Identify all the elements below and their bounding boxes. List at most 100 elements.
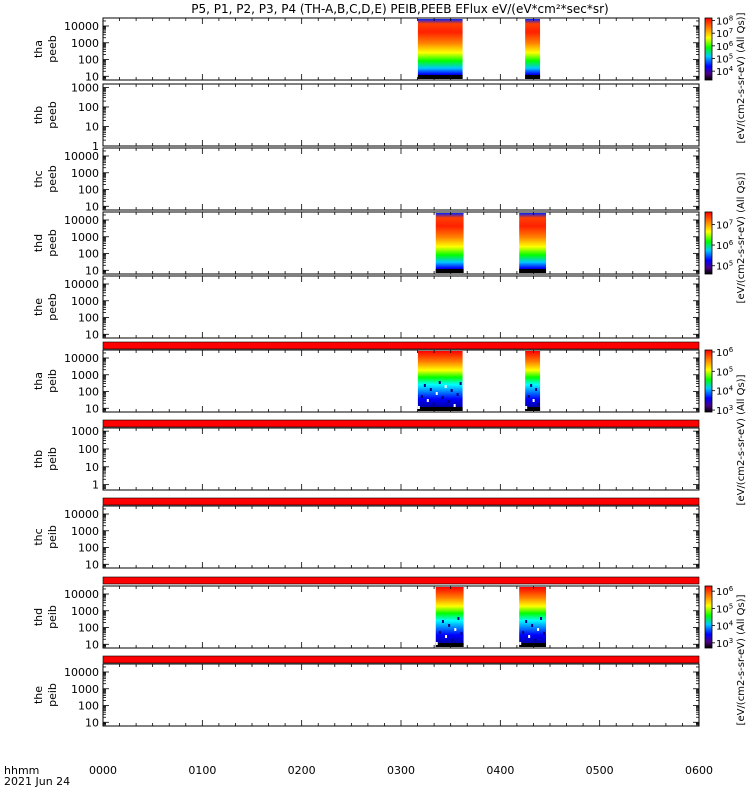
panel-thd-peeb: 10 100 1000 10000 thd peeb xyxy=(32,211,700,277)
panel-thd-peib: 10 100 1000 10000 thd peib xyxy=(32,576,700,651)
time-axis-label: hhmm xyxy=(4,764,39,777)
speckle-tha-peib-0-5 xyxy=(432,403,435,406)
panel-label-product-thd-peib: peib xyxy=(46,605,59,629)
panel-label-probe-thb-peib: thb xyxy=(32,450,45,468)
ytick-label-the-peib-10: 10 xyxy=(85,716,99,729)
low-energy-strip-thd-peeb-0 xyxy=(435,269,464,273)
panel-label-product-thd-peeb: peeb xyxy=(46,229,59,257)
ytick-label-the-peeb-10: 10 xyxy=(85,328,99,341)
ytick-label-the-peib-100: 100 xyxy=(78,700,99,713)
ytick-label-the-peeb-1000: 1000 xyxy=(71,295,99,308)
time-tick-label-0500: 0500 xyxy=(586,764,614,777)
ytick-label-thd-peeb-100: 100 xyxy=(78,248,99,261)
panel-label-probe-thd-peeb: thd xyxy=(32,234,45,252)
time-tick-label-0300: 0300 xyxy=(387,764,415,777)
speckle-tha-peib-0-7 xyxy=(438,381,441,384)
frame-thb-peeb xyxy=(102,83,700,147)
panel-the-peeb: 10 100 1000 10000 the peeb xyxy=(32,275,700,341)
speckle-thd-peib-1-7 xyxy=(540,617,543,620)
panel-tha-peib: 10 100 1000 10000 tha peib xyxy=(32,341,700,415)
speckle-thd-peib-0-6 xyxy=(454,628,457,631)
speckle-thd-peib-1-1 xyxy=(522,631,525,634)
cb-thd-peeb-bar xyxy=(704,211,713,275)
ytick-label-thd-peeb-1000: 1000 xyxy=(71,231,99,244)
speckle-thd-peib-1-4 xyxy=(531,624,534,627)
panel-label-probe-thc-peeb: thc xyxy=(32,170,45,187)
speckle-thd-peib-0-8 xyxy=(460,632,463,635)
ytick-label-the-peeb-10000: 10000 xyxy=(64,278,99,291)
ytick-label-thb-peeb-1: 1 xyxy=(92,140,99,153)
speckle-thd-peib-1-6 xyxy=(537,628,540,631)
frame-tha-peib xyxy=(102,349,700,413)
speckle-thd-peib-1-8 xyxy=(543,632,546,635)
ytick-label-thb-peeb-100: 100 xyxy=(78,101,99,114)
panel-thc-peib: 10 100 1000 10000 thc peib xyxy=(32,497,700,571)
cb-thd-peib-ticklabel-6: 106 xyxy=(716,585,734,598)
speckle-thd-peib-1-2 xyxy=(525,620,528,623)
cb-thd-peib-ticklabel-4: 104 xyxy=(716,620,734,633)
data-block-thd-peeb-0 xyxy=(435,213,464,273)
ytick-label-thd-peeb-10: 10 xyxy=(85,264,99,277)
speckle-thd-peib-1-3 xyxy=(528,635,531,638)
fill-bar-thc-peib xyxy=(102,497,700,506)
speckle-tha-peib-0-0 xyxy=(417,406,420,409)
ytick-label-thb-peeb-1000: 1000 xyxy=(71,81,99,94)
speckle-tha-peib-1-1 xyxy=(527,395,530,398)
cb-tha-peeb-bar xyxy=(704,17,713,81)
frame-thb-peib xyxy=(102,427,700,491)
ytick-label-tha-peib-10000: 10000 xyxy=(64,352,99,365)
speckle-thd-peib-0-2 xyxy=(441,620,444,623)
ytick-label-thd-peib-100: 100 xyxy=(78,622,99,635)
ytick-label-thc-peib-10: 10 xyxy=(85,558,99,571)
cb-tha-peib-ticklabel-3: 103 xyxy=(716,404,733,417)
speckle-thd-peib-0-7 xyxy=(457,617,460,620)
speckle-tha-peib-0-1 xyxy=(420,395,423,398)
speckle-tha-peib-0-11 xyxy=(450,389,453,392)
speckle-tha-peib-1-3 xyxy=(532,399,535,402)
speckle-thd-peib-0-5 xyxy=(451,639,454,642)
ytick-label-the-peib-1000: 1000 xyxy=(71,683,99,696)
panel-label-probe-thd-peib: thd xyxy=(32,608,45,626)
low-energy-strip-tha-peib-1 xyxy=(525,407,541,411)
cb-thd-peib: 103 104 105 106 xyxy=(704,585,734,650)
speckle-tha-peib-0-12 xyxy=(453,404,456,407)
data-block-thd-peeb-1 xyxy=(519,213,547,273)
cb-thd-peib-ticklabel-5: 105 xyxy=(716,602,733,615)
panel-label-product-the-peib: peib xyxy=(46,683,59,707)
speckle-tha-peib-1-0 xyxy=(525,406,528,409)
cbl-2: [eV/(cm2-s-sr-eV) (All Qs)] xyxy=(736,172,747,303)
cb-tha-peib-ticklabel-4: 104 xyxy=(716,385,734,398)
speckle-tha-peib-0-6 xyxy=(435,392,438,395)
ytick-label-thd-peeb-10000: 10000 xyxy=(64,214,99,227)
ytick-label-thc-peeb-10: 10 xyxy=(85,200,99,213)
frame-thc-peib xyxy=(102,505,700,569)
data-block-tha-peeb-1 xyxy=(525,19,541,79)
frame-thd-peeb xyxy=(102,211,700,275)
time-tick-label-0100: 0100 xyxy=(188,764,216,777)
panel-label-product-thb-peeb: peeb xyxy=(46,101,59,129)
time-tick-label-0000: 0000 xyxy=(89,764,117,777)
frame-the-peib xyxy=(102,663,700,727)
time-tick-label-0200: 0200 xyxy=(288,764,316,777)
speckle-tha-peib-0-8 xyxy=(441,396,444,399)
ytick-label-thc-peeb-1000: 1000 xyxy=(71,167,99,180)
time-tick-label-0600: 0600 xyxy=(685,764,713,777)
panel-thb-peib: 1 10 100 1000 thb peib xyxy=(32,419,700,492)
speckle-tha-peib-1-5 xyxy=(537,403,540,406)
fill-bar-tha-peib xyxy=(102,341,700,350)
cb-tha-peeb-ticklabel-7: 107 xyxy=(716,27,733,40)
frame-thc-peeb xyxy=(102,147,700,211)
low-energy-strip-tha-peeb-1 xyxy=(525,75,541,79)
cb-tha-peib: 103 104 105 106 xyxy=(704,346,734,417)
panel-tha-peeb: 10 100 1000 10000 tha peeb xyxy=(32,17,700,83)
ytick-label-tha-peeb-1000: 1000 xyxy=(71,37,99,50)
data-block-thd-peib-0 xyxy=(435,587,464,647)
speckle-thd-peib-1-0 xyxy=(519,642,522,645)
cb-tha-peib-bar xyxy=(704,349,713,413)
speckle-tha-peib-0-13 xyxy=(456,393,459,396)
ytick-label-thb-peib-10: 10 xyxy=(85,461,99,474)
panel-label-probe-the-peib: the xyxy=(32,686,45,704)
panel-label-probe-thb-peeb: thb xyxy=(32,106,45,124)
